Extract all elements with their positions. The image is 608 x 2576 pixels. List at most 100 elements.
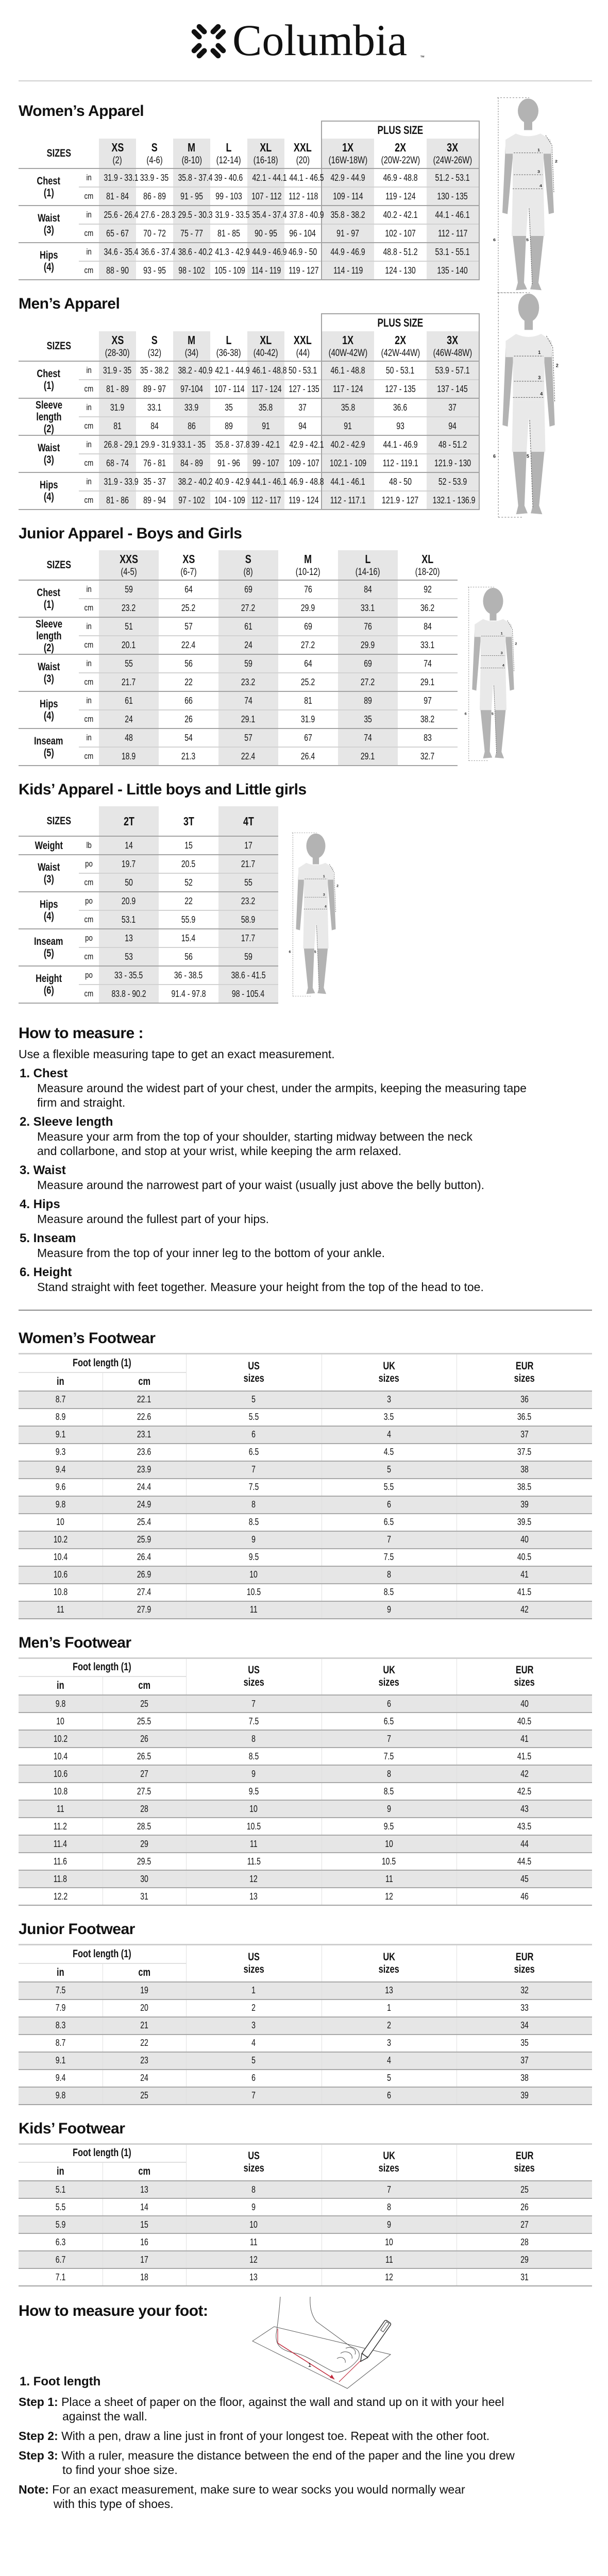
cell-value: 25.5 bbox=[137, 1716, 151, 1726]
table-cell: 1 bbox=[321, 1998, 457, 2017]
size-name-text: XXL bbox=[294, 333, 312, 347]
table-row: 9.3 23.6 6.5 4.5 37.5 bbox=[19, 1443, 592, 1461]
table-cell: 44 bbox=[456, 1835, 592, 1853]
cell-value: 33 bbox=[520, 2003, 529, 2013]
cell-value: 9.5 bbox=[248, 1786, 259, 1797]
cell-value: 48 bbox=[125, 732, 133, 743]
cell-value: 43.5 bbox=[517, 1821, 532, 1832]
women-footwear-title: Women’s Footwear bbox=[19, 1330, 156, 1347]
cell-value: 51 bbox=[125, 621, 133, 632]
table-cell: 29.1 bbox=[398, 672, 458, 691]
column-header-l: L (14-16) bbox=[338, 550, 398, 580]
cell-value: 38.2 - 40.9 bbox=[178, 365, 213, 376]
cell-value: 61 bbox=[125, 695, 133, 706]
figure-label-waist: 3 bbox=[501, 652, 503, 655]
table-cell: 8 bbox=[321, 1565, 457, 1584]
cell-value: 10.6 bbox=[53, 1768, 67, 1779]
table-cell: 24.4 bbox=[102, 1478, 186, 1496]
size-range-text: (42W-44W) bbox=[381, 347, 420, 359]
table-cell: 109 - 107 bbox=[284, 453, 322, 472]
cell-value: 38.6 - 40.2 bbox=[178, 246, 213, 257]
cell-value: 76 - 81 bbox=[143, 457, 166, 468]
head bbox=[306, 833, 326, 859]
unit-header: in bbox=[19, 2162, 103, 2181]
row-label-weight: Weight bbox=[19, 836, 79, 855]
table-row: cm 50 52 55 bbox=[19, 873, 278, 892]
cell-value: 39 - 40.6 bbox=[214, 172, 243, 183]
cell-value: 45 bbox=[520, 1873, 529, 1884]
row-label: Waist (3) bbox=[28, 212, 70, 236]
table-cell: 10 bbox=[185, 1565, 322, 1584]
table-cell: 7 bbox=[185, 1460, 322, 1479]
cell-value: 29.5 bbox=[137, 1856, 151, 1867]
cell-value: 53.1 bbox=[122, 914, 136, 925]
system-name-text: EUR bbox=[515, 1360, 534, 1372]
table-row: Height (6) po 33 - 35.5 36 - 38.5 38.6 - 41.5 bbox=[19, 965, 278, 1003]
cell-value: 5.5 bbox=[55, 2201, 66, 2212]
eur-sizes-header: EUR sizes bbox=[456, 1658, 592, 1695]
table-cell: 35 - 38.2 bbox=[136, 361, 173, 380]
table-cell: 4 bbox=[321, 1425, 457, 1444]
table-cell: 42.1 - 44.9 bbox=[210, 361, 250, 380]
table-cell: 51.2 - 53.1 bbox=[427, 168, 480, 187]
table-row: 10 25.5 7.5 6.5 40.5 bbox=[19, 1712, 592, 1730]
note-text: with this type of shoes. bbox=[54, 2497, 174, 2511]
cell-value: 26.4 bbox=[137, 1552, 151, 1562]
table-cell: 36 - 38.5 bbox=[159, 965, 218, 985]
cell-value: 7.9 bbox=[55, 2003, 66, 2013]
cell-value: 5.9 bbox=[55, 2219, 66, 2230]
table-cell: 11.4 bbox=[19, 1835, 103, 1853]
step-line: to find your shoe size. bbox=[62, 2463, 589, 2477]
cell-value: 89 - 94 bbox=[143, 495, 166, 505]
cell-value: 23.9 bbox=[137, 1464, 151, 1475]
sizes-word: sizes bbox=[187, 1372, 322, 1385]
table-cell: 22.4 bbox=[218, 747, 278, 766]
table-row: 9.4 24 6 5 38 bbox=[19, 2069, 592, 2087]
cell-value: 93 - 95 bbox=[143, 265, 166, 276]
table-cell: 59 bbox=[218, 654, 278, 673]
table-cell: 130 - 135 bbox=[427, 187, 480, 206]
step-line: against the wall. bbox=[62, 2409, 589, 2424]
table-row: cm 65 - 67 70 - 72 75 - 77 81 - 85 90 - 95 96 … bbox=[19, 224, 480, 243]
table-cell: 33 - 35.5 bbox=[99, 965, 159, 985]
table-cell: 3 bbox=[321, 1390, 457, 1409]
table-cell: 30 bbox=[102, 1870, 186, 1888]
row-label-chest: Chest (1) bbox=[19, 580, 79, 617]
table-cell: 9 bbox=[185, 1530, 322, 1549]
cell-value: 81 - 84 bbox=[106, 191, 129, 201]
cell-value: 25 bbox=[140, 1698, 148, 1709]
table-cell: 66 bbox=[159, 691, 218, 710]
table-cell: 7 bbox=[185, 1694, 322, 1713]
neck bbox=[312, 855, 319, 865]
table-cell: 55.9 bbox=[159, 910, 218, 929]
figure-label-waist: 3 bbox=[537, 169, 540, 174]
unit-text: cm bbox=[84, 421, 94, 431]
junior-footwear-section: Junior Footwear Foot length (1) US sizes UK… bbox=[19, 1920, 592, 2105]
header-row: in cm bbox=[19, 1676, 592, 1695]
cell-value: 92 bbox=[424, 584, 432, 595]
cell-value: 7 bbox=[387, 1733, 391, 1744]
cell-value: 107 - 112 bbox=[251, 191, 282, 201]
table-cell: 8.5 bbox=[321, 1583, 457, 1601]
table-row: 10.4 26.4 9.5 7.5 40.5 bbox=[19, 1548, 592, 1566]
sizes-word-text: sizes bbox=[243, 1372, 264, 1384]
cell-value: 46.1 - 48.8 bbox=[252, 365, 287, 376]
cell-value: 35.4 - 37.4 bbox=[252, 209, 287, 220]
table-cell: 97 bbox=[398, 691, 458, 710]
sizes-label: SIZES bbox=[19, 806, 99, 836]
table-row: Waist (3) po 19.7 20.5 21.7 bbox=[19, 854, 278, 892]
cell-value: 42.9 - 44.9 bbox=[330, 172, 366, 183]
table-cell: 44.9 - 46.9 bbox=[321, 242, 374, 261]
table-row: 10.6 27 9 8 42 bbox=[19, 1765, 592, 1783]
size-name: XXS bbox=[99, 552, 159, 566]
table-cell: 31.9 - 35 bbox=[99, 361, 136, 380]
measure-item: 4. Hips Measure around the fullest part o… bbox=[19, 1197, 589, 1226]
table-cell: 25 bbox=[102, 1694, 186, 1713]
cell-value: 121.9 - 127 bbox=[382, 495, 419, 505]
table-cell: 40.5 bbox=[456, 1712, 592, 1730]
cell-value: 38.2 bbox=[420, 714, 435, 724]
kids-apparel-section: Kids’ Apparel - Little boys and Little g… bbox=[19, 781, 589, 1004]
size-name-text: L bbox=[226, 140, 232, 154]
size-range-text: (4-6) bbox=[146, 155, 163, 166]
table-cell: 8.7 bbox=[19, 2033, 103, 2052]
